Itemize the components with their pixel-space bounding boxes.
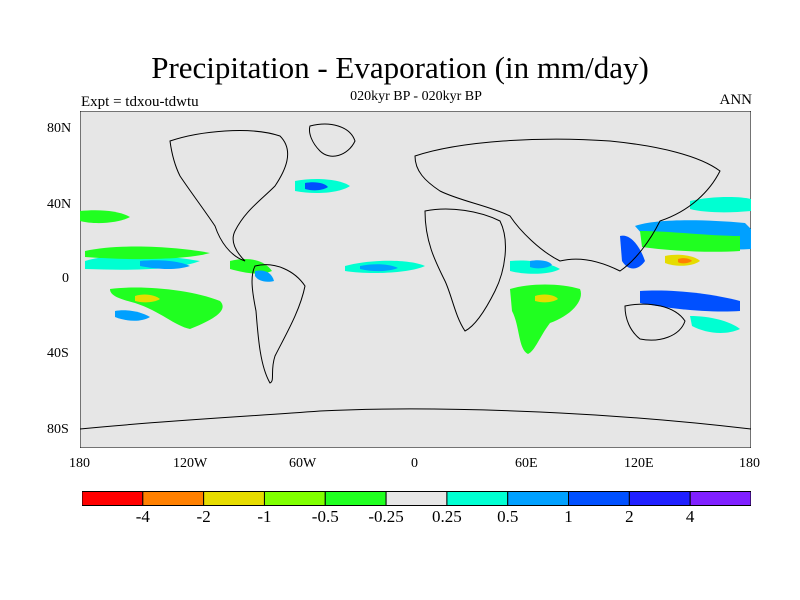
colorbar-label: -4 xyxy=(135,507,150,526)
lon-tick-120w: 120W xyxy=(173,456,208,471)
patch-epac-yellow xyxy=(135,294,160,303)
colorbar-swatch xyxy=(203,491,265,506)
coast-australia xyxy=(624,303,686,341)
colorbar-label: 0.25 xyxy=(432,507,462,526)
coast-africa xyxy=(424,208,506,332)
patch-np-green xyxy=(80,210,130,224)
patch-wpac-orange xyxy=(678,258,692,264)
colorbar-label: -1 xyxy=(257,507,272,526)
colorbar-swatch xyxy=(142,491,205,506)
colorbar-label: -2 xyxy=(196,507,211,526)
patch-sam-blue xyxy=(255,270,274,282)
chart-subtitle: 020kyr BP - 020kyr BP xyxy=(350,89,482,104)
colorbar-swatch xyxy=(263,491,326,506)
patch-wpac-green xyxy=(640,231,740,252)
colorbar-swatch xyxy=(568,491,630,506)
colorbar-label: 2 xyxy=(625,507,634,526)
colorbar-swatch xyxy=(82,491,144,506)
lat-tick-40n: 40N xyxy=(47,197,72,212)
colorbar-swatch xyxy=(446,491,509,506)
patch-npac-cyan xyxy=(690,196,751,213)
patch-atl-itcz-blue xyxy=(360,264,398,272)
colorbar-swatch xyxy=(507,491,570,506)
experiment-label: Expt = tdxou-tdwtu xyxy=(81,94,199,110)
patch-itcz-blue xyxy=(140,260,190,270)
coast-europe-asia xyxy=(414,138,721,272)
season-label: ANN xyxy=(719,92,753,108)
patch-itcz-green xyxy=(85,246,210,260)
patch-indian-blue xyxy=(530,260,552,269)
map-background xyxy=(80,111,751,448)
lon-tick-180w: 180 xyxy=(69,456,90,471)
lon-tick-0: 0 xyxy=(411,456,418,471)
lon-tick-60w: 60W xyxy=(289,456,317,471)
patch-maritime-cyan xyxy=(690,316,740,333)
coast-north-america xyxy=(169,130,289,262)
lon-tick-60e: 60E xyxy=(515,456,538,471)
lat-tick-80n: 80N xyxy=(47,121,72,136)
coast-antarctica xyxy=(80,408,751,430)
patch-epac-blue xyxy=(115,310,150,321)
patch-natl-blue xyxy=(305,182,328,191)
patch-wpac-blue xyxy=(620,235,645,269)
patch-indian-yellow xyxy=(535,294,558,303)
colorbar-swatch xyxy=(689,491,751,506)
lon-tick-180e: 180 xyxy=(739,456,760,471)
colorbar-label: -0.5 xyxy=(311,507,339,526)
chart-title: Precipitation - Evaporation (in mm/day) xyxy=(151,50,649,85)
lat-tick-0: 0 xyxy=(62,271,69,286)
colorbar-swatch xyxy=(324,491,387,506)
colorbar-label: 0.5 xyxy=(497,507,519,526)
anomaly-patches xyxy=(80,178,751,354)
colorbar xyxy=(82,491,751,506)
colorbar-label: -0.25 xyxy=(368,507,404,526)
patch-maritime-blue xyxy=(640,290,740,312)
lat-tick-80s: 80S xyxy=(47,422,69,437)
colorbar-swatch xyxy=(628,491,691,506)
patch-sam-green xyxy=(230,259,272,274)
world-map xyxy=(80,111,751,448)
coast-south-america xyxy=(251,264,306,384)
colorbar-swatch xyxy=(385,491,448,506)
coast-greenland xyxy=(309,123,356,157)
coastlines xyxy=(80,123,751,430)
lat-tick-40s: 40S xyxy=(47,346,69,361)
colorbar-label: 1 xyxy=(564,507,573,526)
colorbar-label: 4 xyxy=(685,507,695,526)
lon-tick-120e: 120E xyxy=(624,456,654,471)
patch-indian-green xyxy=(510,284,581,354)
